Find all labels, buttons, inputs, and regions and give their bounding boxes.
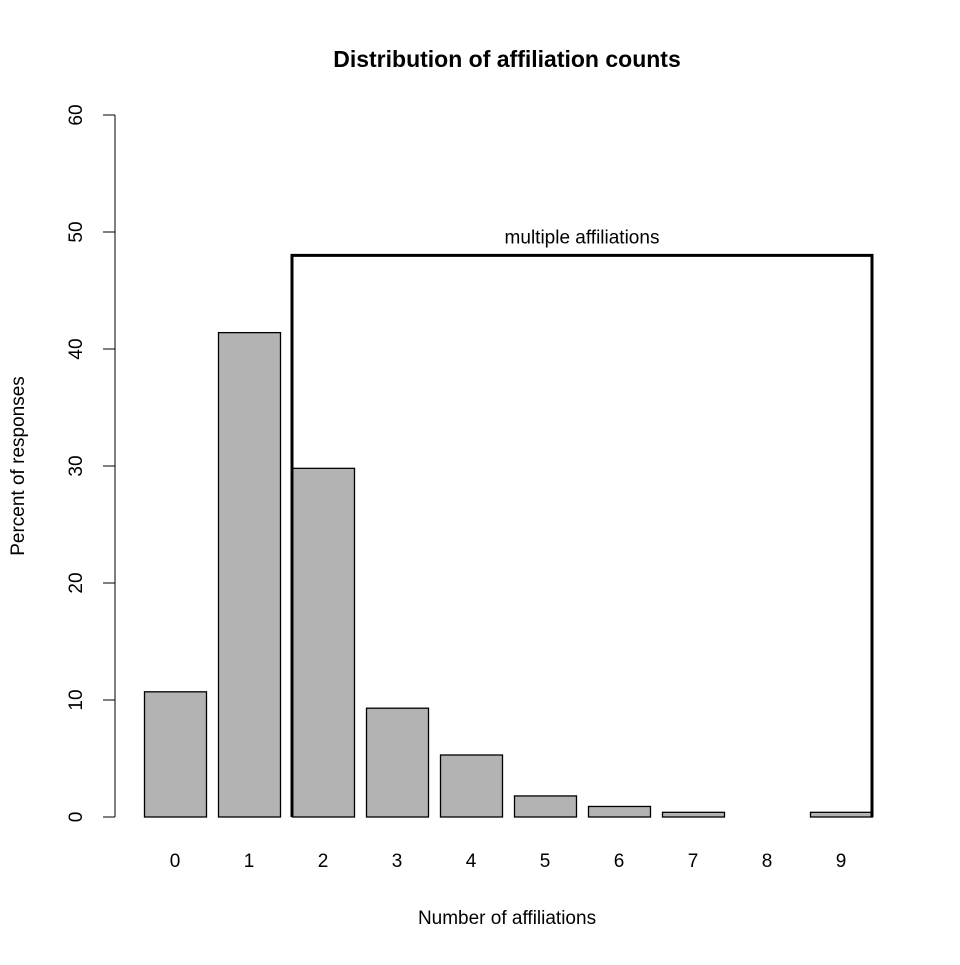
y-axis: 0 10 20 30 40 50 60 bbox=[66, 104, 116, 823]
annotation: multiple affiliations bbox=[290, 227, 874, 817]
bar-0 bbox=[143, 691, 208, 818]
multiple-affiliations-bracket bbox=[290, 253, 874, 817]
y-tick-label: 0 bbox=[66, 812, 87, 823]
x-tick-label: 7 bbox=[688, 851, 699, 872]
y-tick-label: 30 bbox=[66, 455, 87, 476]
y-tick-label: 20 bbox=[66, 572, 87, 593]
annotation-label: multiple affiliations bbox=[505, 227, 660, 248]
x-tick-label: 1 bbox=[244, 851, 255, 872]
y-tick-label: 10 bbox=[66, 689, 87, 710]
x-tick-label: 6 bbox=[614, 851, 625, 872]
x-tick-label: 8 bbox=[762, 851, 773, 872]
x-tick-label: 0 bbox=[170, 851, 181, 872]
bar-1 bbox=[217, 331, 282, 818]
x-tick-labels: 0 1 2 3 4 5 6 7 8 9 bbox=[170, 851, 847, 872]
y-tick-label: 50 bbox=[66, 221, 87, 242]
y-tick-label: 60 bbox=[66, 104, 87, 125]
bar-7 bbox=[661, 811, 726, 818]
x-tick-label: 4 bbox=[466, 851, 477, 872]
chart-title: Distribution of affiliation counts bbox=[333, 46, 681, 72]
bar-3 bbox=[365, 707, 430, 818]
x-axis-label: Number of affiliations bbox=[418, 908, 596, 929]
bar-2 bbox=[291, 467, 356, 818]
bars bbox=[143, 331, 874, 818]
y-axis-label: Percent of responses bbox=[8, 376, 29, 556]
bar-6 bbox=[587, 805, 652, 818]
x-tick-label: 2 bbox=[318, 851, 329, 872]
y-tick-label: 40 bbox=[66, 338, 87, 359]
x-tick-label: 5 bbox=[540, 851, 551, 872]
bar-4 bbox=[439, 754, 504, 818]
bar-5 bbox=[513, 795, 578, 818]
x-tick-label: 9 bbox=[836, 851, 847, 872]
bar-9 bbox=[809, 811, 874, 818]
x-tick-label: 3 bbox=[392, 851, 403, 872]
